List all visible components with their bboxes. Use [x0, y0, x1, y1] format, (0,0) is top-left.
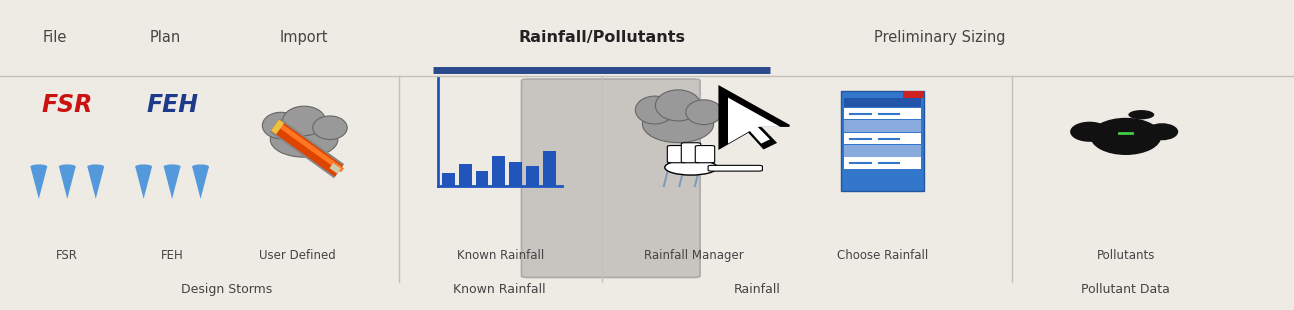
Ellipse shape [263, 112, 299, 139]
Polygon shape [87, 167, 104, 199]
Ellipse shape [642, 105, 714, 143]
FancyBboxPatch shape [708, 165, 762, 171]
Text: File: File [43, 30, 66, 45]
Text: Rainfall: Rainfall [734, 283, 780, 296]
FancyBboxPatch shape [668, 145, 687, 163]
Bar [844, 157, 921, 169]
Bar [441, 173, 455, 186]
Ellipse shape [135, 164, 153, 169]
FancyBboxPatch shape [695, 145, 714, 163]
Polygon shape [192, 167, 208, 199]
Ellipse shape [313, 116, 347, 140]
Bar [525, 166, 538, 186]
Polygon shape [135, 167, 153, 199]
Text: FEH: FEH [146, 93, 198, 117]
Ellipse shape [87, 164, 104, 169]
Text: Pollutant Data: Pollutant Data [1082, 283, 1170, 296]
Polygon shape [729, 98, 780, 144]
Polygon shape [58, 167, 75, 199]
Bar [903, 91, 924, 98]
Ellipse shape [686, 100, 722, 125]
Text: FSR: FSR [57, 249, 78, 262]
Ellipse shape [163, 164, 180, 169]
Text: Preliminary Sizing: Preliminary Sizing [873, 30, 1005, 45]
FancyBboxPatch shape [681, 143, 701, 163]
Polygon shape [163, 167, 180, 199]
Bar [475, 171, 488, 186]
FancyBboxPatch shape [521, 79, 700, 277]
Text: Known Rainfall: Known Rainfall [457, 249, 545, 262]
Ellipse shape [1070, 122, 1109, 142]
Polygon shape [719, 87, 789, 148]
Text: Import: Import [280, 30, 329, 45]
Ellipse shape [282, 106, 326, 135]
Ellipse shape [635, 96, 674, 124]
Text: Known Rainfall: Known Rainfall [453, 283, 546, 296]
Ellipse shape [192, 164, 208, 169]
Bar [509, 162, 521, 186]
Ellipse shape [655, 90, 700, 121]
Text: Rainfall/Pollutants: Rainfall/Pollutants [518, 30, 686, 45]
Ellipse shape [1090, 118, 1161, 155]
Ellipse shape [1128, 110, 1154, 119]
Ellipse shape [665, 160, 717, 175]
Text: Design Storms: Design Storms [181, 283, 272, 296]
Ellipse shape [1145, 123, 1178, 140]
Text: Choose Rainfall: Choose Rainfall [837, 249, 928, 262]
Polygon shape [30, 167, 47, 199]
Bar [844, 98, 921, 107]
Text: FEH: FEH [160, 249, 184, 262]
Bar [543, 151, 556, 186]
Bar [844, 108, 921, 119]
Ellipse shape [270, 122, 338, 157]
Bar [844, 133, 921, 144]
Bar [458, 164, 471, 186]
Bar [844, 120, 921, 132]
Text: Plan: Plan [150, 30, 181, 45]
FancyBboxPatch shape [841, 91, 924, 191]
Bar [492, 156, 505, 186]
Text: Rainfall Manager: Rainfall Manager [643, 249, 744, 262]
Ellipse shape [30, 164, 47, 169]
Ellipse shape [58, 164, 75, 169]
Bar [844, 145, 921, 157]
Text: User Defined: User Defined [259, 249, 336, 262]
Text: FSR: FSR [41, 93, 93, 117]
Text: Pollutants: Pollutants [1096, 249, 1156, 262]
